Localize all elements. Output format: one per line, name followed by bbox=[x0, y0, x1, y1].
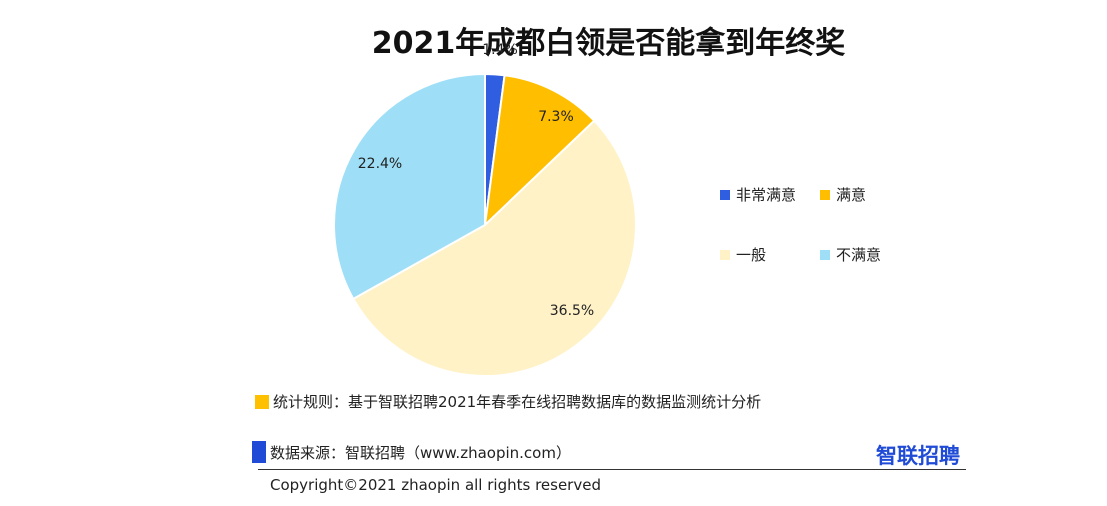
slice-data-label: 7.3% bbox=[538, 109, 574, 125]
legend-swatch bbox=[820, 249, 830, 260]
slice-data-label: 22.4% bbox=[358, 156, 402, 172]
legend-swatch bbox=[820, 189, 830, 200]
source-marker bbox=[252, 441, 266, 463]
brand-logo: 智联招聘 bbox=[876, 444, 960, 468]
legend-swatch bbox=[720, 189, 730, 200]
note-marker bbox=[255, 394, 269, 409]
legend-label: 一般 bbox=[736, 246, 767, 264]
legend-label: 满意 bbox=[836, 186, 867, 204]
legend: 非常满意 满意 一般 不满意 bbox=[720, 180, 960, 270]
legend-item: 满意 bbox=[820, 184, 866, 205]
legend-swatch bbox=[720, 249, 730, 260]
source-text: 数据来源：智联招聘（www.zhaopin.com） bbox=[270, 443, 571, 462]
pie-slice bbox=[483, 74, 596, 228]
chart-title: 2021年成都白领是否能拿到年终奖 bbox=[371, 26, 846, 61]
note-text: 统计规则：基于智联招聘2021年春季在线招聘数据库的数据监测统计分析 bbox=[273, 393, 762, 411]
footer-divider bbox=[258, 469, 966, 470]
legend-item: 不满意 bbox=[820, 244, 881, 265]
legend-label: 不满意 bbox=[836, 246, 882, 264]
data-source: 数据来源：智联招聘（www.zhaopin.com） bbox=[252, 441, 571, 463]
slice-data-label: 36.5% bbox=[550, 303, 594, 319]
slice-data-label: 1.4% bbox=[482, 42, 518, 58]
pie-slice bbox=[351, 119, 637, 377]
pie-slice bbox=[333, 72, 486, 301]
legend-item: 非常满意 bbox=[720, 184, 796, 205]
statistics-note: 统计规则：基于智联招聘2021年春季在线招聘数据库的数据监测统计分析 bbox=[255, 391, 761, 412]
copyright-text: Copyright©2021 zhaopin all rights reserv… bbox=[270, 476, 601, 494]
legend-label: 非常满意 bbox=[736, 186, 797, 204]
legend-item: 一般 bbox=[720, 244, 766, 265]
